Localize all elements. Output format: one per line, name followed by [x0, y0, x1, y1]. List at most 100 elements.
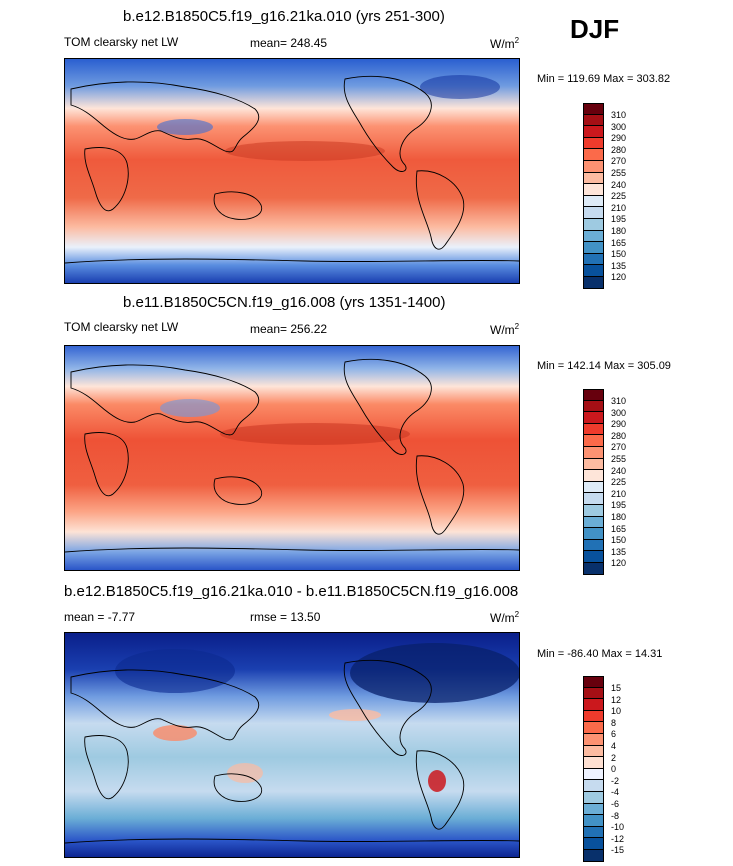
colorbar-box [583, 722, 604, 734]
colorbar-box [583, 160, 604, 173]
colorbar-box [583, 780, 604, 792]
colorbar-tick-label: 135 [611, 260, 627, 271]
colorbar-tick-label: 120 [611, 272, 627, 283]
colorbar-box [583, 412, 604, 424]
coastline [415, 170, 465, 250]
anomaly-patch [350, 643, 519, 703]
panel2-minmax: Min = 142.14 Max = 305.09 [537, 360, 671, 372]
panel3-rmse: rmse = 13.50 [250, 610, 321, 624]
anomaly-patch [227, 763, 263, 783]
colorbar-tick-label: -4 [611, 787, 620, 798]
colorbar-box [583, 435, 604, 447]
colorbar-box [583, 539, 604, 552]
colorbar-box [583, 470, 604, 482]
panel2-map [64, 345, 520, 571]
colorbar-box [583, 504, 604, 517]
colorbar-box [583, 400, 604, 413]
colorbar-box [583, 481, 604, 494]
colorbar-box [583, 276, 604, 289]
colorbar-tick-label: 120 [611, 558, 627, 569]
coastline [213, 191, 263, 220]
coastline [70, 669, 260, 741]
panel2-mean: mean= 256.22 [250, 322, 328, 336]
colorbar-tick-label: -12 [611, 833, 625, 844]
colorbar-tick-label: 4 [611, 741, 617, 751]
panel2-colorbar: 310 300 290 280 270 255 240 225 210 195 … [583, 389, 626, 575]
coastlines [65, 358, 519, 553]
colorbar-box [583, 253, 604, 266]
colorbar-box [583, 218, 604, 231]
colorbar-box [583, 172, 604, 185]
colorbar-tick-label: 150 [611, 249, 627, 260]
colorbar-box [583, 516, 604, 529]
coastline [65, 258, 519, 264]
cold-patch [160, 399, 220, 417]
panel1-title: b.e12.B1850C5.f19_g16.21ka.010 (yrs 251-… [123, 8, 445, 25]
colorbar-tick-label: -15 [611, 845, 625, 856]
colorbar-tick-label: 12 [611, 694, 622, 705]
panel1-units-exp: 2 [514, 36, 520, 45]
colorbar-tick-label: 255 [611, 454, 627, 464]
colorbar-tick-label: 270 [611, 442, 627, 453]
panel2-map-svg [65, 346, 519, 570]
panel3-colorbar: 15 12 10 8 6 4 2 0 -2 -4 -6 -8 -10 -12 -… [583, 676, 624, 862]
coastline [70, 364, 260, 436]
colorbar-box [583, 562, 604, 575]
colorbar-tick-label: 255 [611, 168, 627, 178]
colorbar-box [583, 757, 604, 769]
map-field [65, 346, 519, 570]
colorbar-tick-label: 150 [611, 535, 627, 546]
colorbar-box [583, 745, 604, 758]
coastline [415, 750, 465, 830]
colorbar-box [583, 849, 604, 862]
colorbar-tick-label: 290 [611, 133, 627, 144]
colorbar-box [583, 551, 604, 563]
colorbar-tick-label: 290 [611, 419, 627, 430]
colorbar-tick-label: 310 [611, 110, 627, 120]
panel3-map [64, 632, 520, 858]
colorbar-box [583, 207, 604, 219]
panel1-minmax: Min = 119.69 Max = 303.82 [537, 73, 671, 85]
colorbar-box [583, 103, 604, 115]
panel2-units-base: W/m [490, 323, 515, 337]
colorbar-box [583, 230, 604, 243]
coastline [213, 476, 263, 505]
coastline [70, 81, 260, 153]
anomaly-patch [115, 649, 235, 693]
warm-pool [220, 423, 410, 445]
colorbar-tick-label: 0 [611, 764, 617, 775]
panel1-map [64, 58, 520, 284]
panel2-title: b.e11.B1850C5CN.f19_g16.008 (yrs 1351-14… [123, 294, 446, 311]
colorbar-box [583, 826, 604, 839]
panel1-variable: TOM clearsky net LW [64, 35, 179, 49]
colorbar-tick-label: 300 [611, 407, 627, 418]
colorbar-box [583, 126, 604, 138]
colorbar-box [583, 184, 604, 196]
colorbar-box [583, 838, 604, 850]
colorbar-box [583, 815, 604, 827]
panel1-units-base: W/m [490, 37, 515, 51]
colorbar-box [583, 699, 604, 711]
coastline [65, 547, 519, 553]
anomaly-patch [428, 770, 446, 792]
colorbar-tick-label: 270 [611, 156, 627, 167]
colorbar-tick-label: 2 [611, 752, 617, 763]
panel3-map-svg [65, 633, 519, 857]
colorbar-box [583, 389, 604, 401]
colorbar-box [583, 687, 604, 700]
coastline [343, 358, 432, 455]
colorbar-tick-label: 195 [611, 500, 627, 511]
colorbar-tick-label: 225 [611, 477, 627, 488]
colorbar-tick-label: 240 [611, 465, 627, 476]
colorbar-tick-label: -6 [611, 799, 620, 809]
coastline [65, 838, 519, 844]
panel3-units-base: W/m [490, 611, 515, 625]
colorbar-tick-label: 135 [611, 546, 627, 557]
season-label: DJF [570, 14, 620, 44]
colorbar-box [583, 803, 604, 816]
colorbar-box [583, 446, 604, 459]
coastline [415, 455, 465, 535]
panel1-map-svg [65, 59, 519, 283]
colorbar-tick-label: 210 [611, 202, 627, 213]
panel3-units: W/m2 [490, 610, 519, 625]
